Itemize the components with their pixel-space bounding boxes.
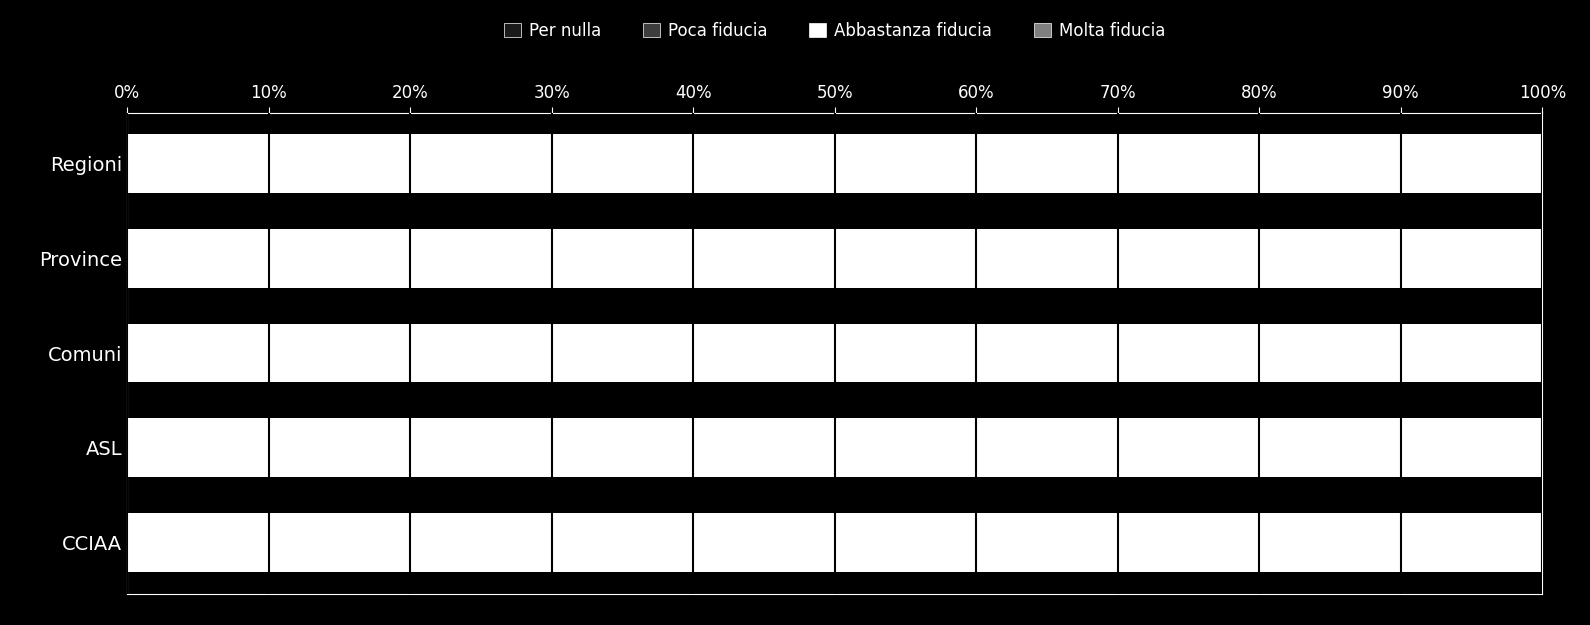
Bar	[127, 324, 1542, 382]
Bar	[127, 229, 1542, 288]
Bar	[127, 513, 1542, 572]
Bar	[127, 419, 1542, 477]
Bar	[127, 134, 1542, 193]
Legend: Per nulla, Poca fiducia, Abbastanza fiducia, Molta fiducia: Per nulla, Poca fiducia, Abbastanza fidu…	[498, 15, 1172, 46]
